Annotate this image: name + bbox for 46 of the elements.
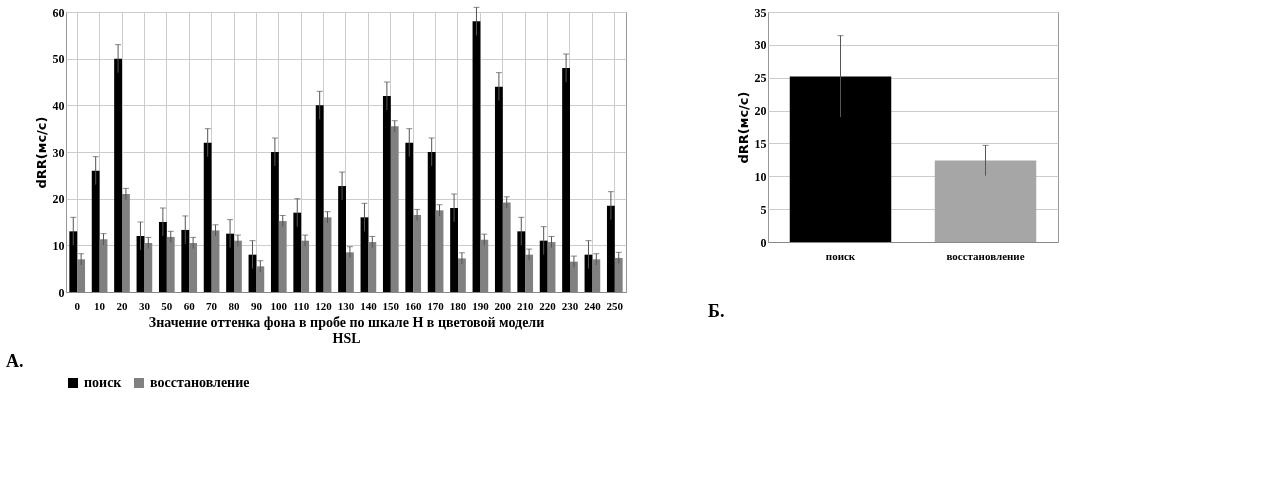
y-tick-label: 10 (754, 169, 767, 184)
y-tick-label: 25 (754, 71, 767, 86)
x-tick-label: 220 (539, 299, 557, 312)
legend-label: поиск (84, 375, 123, 390)
x-tick-label: 50 (161, 299, 173, 312)
y-tick-label: 20 (52, 192, 65, 207)
x-tick-label: 170 (427, 299, 445, 312)
x-tick-label: 230 (561, 299, 579, 312)
y-tick-label: 5 (760, 202, 767, 217)
x-tick-label: 120 (315, 299, 333, 312)
y-tick-label: 15 (754, 136, 767, 151)
y-axis-title: dRR(мс/с) (33, 116, 49, 189)
y-tick-label: 0 (58, 285, 65, 300)
x-tick-label: 200 (494, 299, 512, 312)
text: Б. (708, 301, 725, 321)
x-tick-label: 150 (382, 299, 400, 312)
x-tick-label: 20 (116, 299, 128, 312)
text: А. (6, 351, 24, 371)
y-tick-label: 30 (754, 38, 767, 53)
x-tick-label: 210 (516, 299, 534, 312)
y-tick-label: 20 (754, 104, 767, 119)
x-tick-label: 190 (472, 299, 490, 312)
x-tick-label: 60 (183, 299, 196, 312)
y-tick-label: 0 (760, 235, 767, 250)
y-tick-label: 35 (754, 5, 767, 20)
x-tick-label: 100 (270, 299, 288, 312)
y-axis-title: dRR(мс/с) (735, 91, 751, 164)
y-tick-label: 30 (52, 145, 65, 160)
x-tick-label: 130 (337, 299, 355, 312)
y-tick-label: 50 (52, 52, 65, 67)
y-tick-label: 60 (52, 5, 65, 20)
x-axis-title: Значение оттенка фона в пробе по шкале H в цветовой модели HSL (148, 314, 545, 346)
legend-label: восстановление (150, 375, 250, 390)
x-tick-label: 70 (206, 299, 218, 312)
x-tick-label: 0 (74, 299, 81, 312)
x-tick-label: 180 (449, 299, 467, 312)
x-tick-label: 10 (94, 299, 106, 312)
x-tick-label: 140 (360, 299, 378, 312)
x-tick-label: 250 (606, 299, 624, 312)
x-tick-label: 80 (228, 299, 240, 312)
x-tick-label: 90 (250, 299, 263, 312)
x-tick-label: 30 (138, 299, 151, 312)
y-tick-label: 40 (52, 98, 65, 113)
x-tick-label: 110 (293, 299, 310, 312)
x-tick-label: 240 (584, 299, 602, 312)
x-tick-label: 160 (404, 299, 422, 312)
